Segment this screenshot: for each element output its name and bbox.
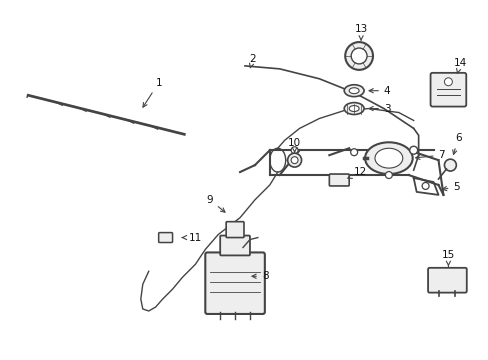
FancyBboxPatch shape: [220, 235, 249, 255]
Circle shape: [385, 172, 391, 179]
FancyBboxPatch shape: [158, 233, 172, 243]
Circle shape: [290, 157, 298, 164]
Circle shape: [409, 146, 417, 154]
Text: 11: 11: [182, 233, 201, 243]
Text: 12: 12: [347, 167, 366, 178]
Text: 10: 10: [287, 138, 301, 152]
Text: 13: 13: [354, 24, 367, 40]
Ellipse shape: [344, 103, 364, 114]
Text: 6: 6: [452, 133, 461, 154]
Circle shape: [350, 48, 366, 64]
Text: 9: 9: [206, 195, 224, 212]
Circle shape: [444, 159, 455, 171]
Text: 1: 1: [142, 78, 162, 107]
Text: 8: 8: [251, 271, 268, 281]
Text: 14: 14: [453, 58, 466, 73]
Circle shape: [345, 42, 372, 70]
Ellipse shape: [348, 88, 358, 94]
Ellipse shape: [365, 142, 412, 174]
FancyBboxPatch shape: [205, 252, 264, 314]
Ellipse shape: [344, 85, 364, 96]
Text: 3: 3: [368, 104, 390, 113]
Text: 7: 7: [415, 150, 444, 160]
Text: 2: 2: [249, 54, 256, 68]
Ellipse shape: [374, 148, 402, 168]
Text: 4: 4: [368, 86, 390, 96]
Ellipse shape: [348, 105, 358, 112]
FancyBboxPatch shape: [429, 73, 466, 107]
Text: 15: 15: [441, 251, 454, 266]
FancyBboxPatch shape: [328, 174, 348, 186]
Circle shape: [444, 78, 451, 86]
Circle shape: [290, 147, 298, 154]
Circle shape: [421, 183, 428, 189]
FancyBboxPatch shape: [225, 222, 244, 238]
FancyBboxPatch shape: [427, 268, 466, 293]
Text: 5: 5: [442, 182, 459, 192]
Circle shape: [350, 149, 357, 156]
Circle shape: [287, 153, 301, 167]
